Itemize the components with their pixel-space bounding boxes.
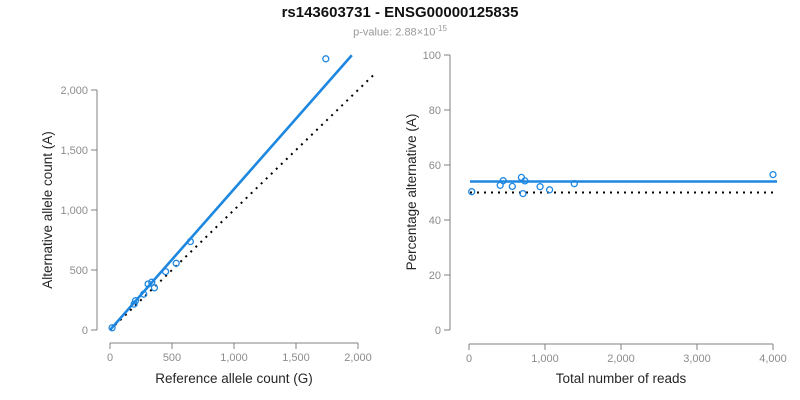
y-tick-label: 0 <box>435 325 441 337</box>
fit-line <box>109 54 353 331</box>
y-tick-label: 20 <box>429 270 441 282</box>
data-point <box>148 278 156 286</box>
data-point <box>499 177 507 185</box>
y-tick-label: 2,000 <box>60 85 88 97</box>
data-point <box>519 189 527 198</box>
x-tick-label: 1,500 <box>282 352 310 364</box>
y-tick-label: 80 <box>429 105 441 117</box>
data-point <box>468 188 476 196</box>
y-tick-label: 1,000 <box>60 205 88 217</box>
x-tick-label: 2,000 <box>607 353 635 365</box>
y-tick-label: 100 <box>423 50 441 62</box>
data-point <box>108 324 116 332</box>
plot-title: rs143603731 - ENSG00000125835 <box>281 4 519 21</box>
p-value-exponent: -15 <box>435 24 447 33</box>
x-tick-label: 0 <box>107 352 113 364</box>
x-axis-title: Reference allele count (G) <box>155 371 313 386</box>
data-point <box>769 170 777 179</box>
x-tick-label: 1,000 <box>220 352 248 364</box>
y-tick-label: 40 <box>429 215 441 227</box>
data-point <box>517 173 526 182</box>
data-point <box>545 186 554 194</box>
x-tick-label: 1,000 <box>531 353 559 365</box>
data-point <box>570 180 578 188</box>
x-tick-label: 500 <box>163 352 181 364</box>
x-tick-label: 3,000 <box>683 353 711 365</box>
y-axis-title: Percentage alternative (A) <box>404 114 419 271</box>
plot-subtitle: p-value: 2.88×10-15 <box>0 24 800 39</box>
y-tick-label: 500 <box>70 265 88 277</box>
p-value-text: p-value: 2.88×10 <box>353 26 436 39</box>
data-point <box>130 300 138 308</box>
y-axis-title: Alternative allele count (A) <box>40 131 55 289</box>
data-point <box>161 267 170 276</box>
data-point <box>172 259 180 267</box>
percentage-alternative-scatter-panel: 0 20 40 60 80 100 0 1,000 2,000 3,000 4,000 Total n… <box>404 50 787 386</box>
y-tick-label: 0 <box>82 325 88 337</box>
data-point <box>521 177 529 185</box>
x-tick-label: 2,000 <box>344 352 372 364</box>
identity-dotted-line <box>109 73 375 331</box>
x-tick-label: 0 <box>466 353 472 365</box>
data-point <box>322 55 330 63</box>
x-axis-title: Total number of reads <box>556 371 687 386</box>
y-tick-label: 1,500 <box>60 145 88 157</box>
data-point <box>150 284 159 292</box>
data-point <box>144 280 152 288</box>
data-point <box>140 290 148 298</box>
data-point <box>186 237 195 246</box>
x-tick-label: 4,000 <box>759 353 787 365</box>
y-tick-label: 60 <box>429 160 441 172</box>
allele-count-scatter-panel: 0 500 1,000 1,500 2,000 0 500 1,000 1,500 2,000 Re… <box>40 54 375 386</box>
data-point <box>536 183 544 191</box>
data-point <box>508 182 516 191</box>
data-point <box>131 297 140 305</box>
